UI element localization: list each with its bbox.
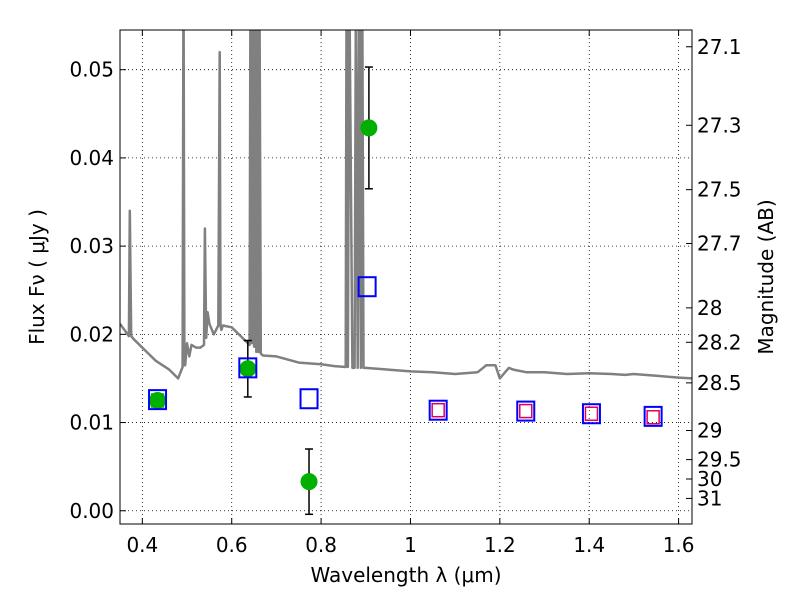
model-flux-square-small xyxy=(584,406,599,421)
right-tick-label: 27.7 xyxy=(697,231,742,255)
model-flux-square xyxy=(238,357,258,379)
y-tick-label: 0.01 xyxy=(69,411,114,435)
model-flux-square xyxy=(643,405,663,427)
x-tick-label: 0.8 xyxy=(305,533,337,557)
y-tick-label: 0.04 xyxy=(69,146,114,170)
model-flux-square xyxy=(148,389,168,411)
y-tick-label: 0.02 xyxy=(69,322,114,346)
right-tick-label: 28 xyxy=(697,296,722,320)
right-tick-label: 30 xyxy=(697,467,722,491)
spectrum-line xyxy=(120,30,692,380)
y-tick-label: 0.05 xyxy=(69,58,114,82)
observed-flux-point xyxy=(360,119,378,137)
right-tick-label: 29 xyxy=(697,418,722,442)
model-flux-square-small xyxy=(519,403,533,419)
x-tick-label: 1.4 xyxy=(573,533,605,557)
right-tick-label: 28.5 xyxy=(697,371,742,395)
observed-flux-point xyxy=(300,473,318,491)
right-tick-label: 27.3 xyxy=(697,113,742,137)
right-tick-label: 31 xyxy=(697,486,722,510)
x-tick-label: 1.2 xyxy=(484,533,516,557)
x-tick-label: 0.6 xyxy=(216,533,248,557)
right-tick-label: 27.1 xyxy=(697,35,742,59)
y-tick-label: 0.03 xyxy=(69,234,114,258)
model-flux-square xyxy=(428,399,448,421)
model-flux-square xyxy=(581,403,601,425)
model-flux-square-small xyxy=(431,402,445,418)
x-axis-label: Wavelength λ (μm) xyxy=(310,563,501,587)
y-axis-label-right: Magnitude (AB) xyxy=(754,199,778,354)
plot-layer xyxy=(120,30,692,516)
x-tick-label: 1.6 xyxy=(663,533,695,557)
right-tick-label: 27.5 xyxy=(697,178,742,202)
plot-frame xyxy=(119,29,693,525)
model-flux-square xyxy=(516,400,536,422)
y-tick-label: 0.00 xyxy=(69,499,114,523)
x-tick-label: 0.4 xyxy=(126,533,158,557)
right-tick-label: 28.2 xyxy=(697,330,742,354)
model-flux-square xyxy=(357,276,377,298)
model-flux-square xyxy=(299,388,319,410)
y-axis-label-left: Flux Fν ( μJy ) xyxy=(25,209,49,345)
observed-flux-point xyxy=(239,360,257,378)
tick-layer: 0.4 0.6 0.8 1 1.2 1.4 1.6 0.00 0.01 0.02 0.03 0.04 0… xyxy=(69,30,742,557)
model-flux-square-small xyxy=(646,410,660,425)
x-tick-label: 1 xyxy=(404,533,417,557)
right-tick-label: 29.5 xyxy=(697,448,742,472)
model-flux-square-green xyxy=(150,393,165,408)
